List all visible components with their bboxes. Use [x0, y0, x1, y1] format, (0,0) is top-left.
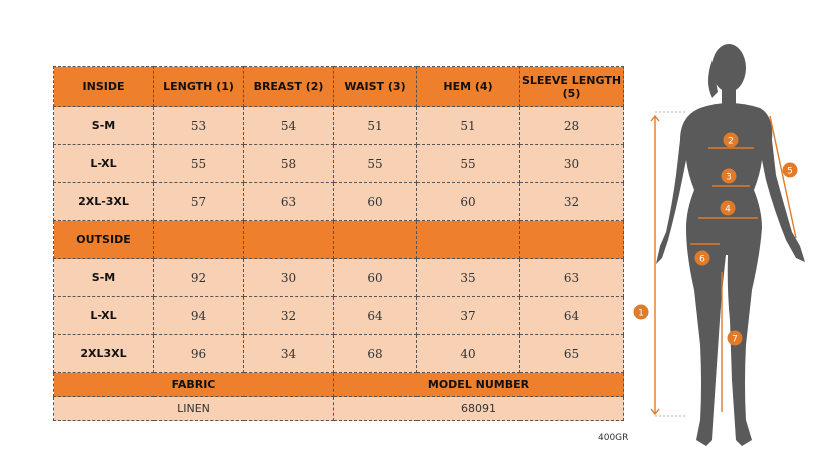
- col-breast: BREAST (2): [243, 66, 334, 107]
- cell-value: 53: [153, 106, 244, 145]
- cell-value: 68: [333, 334, 417, 373]
- size-label: S-M: [53, 106, 154, 145]
- table-row: 2XL3XL 96 34 68 40 65: [53, 334, 624, 373]
- body-measurement-figure: 1 2 3 4 5 6 7: [633, 44, 805, 446]
- size-label: L-XL: [53, 296, 154, 335]
- cell-value: 51: [416, 106, 520, 145]
- cell-value: 37: [416, 296, 520, 335]
- svg-text:4: 4: [725, 205, 731, 215]
- cell-value: 54: [243, 106, 334, 145]
- outside-section-label: OUTSIDE: [53, 220, 154, 259]
- col-sleeve-length: SLEEVE LENGTH (5): [519, 66, 624, 107]
- table-row: S-M 53 54 51 51 28: [53, 106, 624, 145]
- cell-value: 35: [416, 258, 520, 297]
- cell-value: 65: [519, 334, 624, 373]
- cell-value: 40: [416, 334, 520, 373]
- fabric-label: FABRIC: [53, 372, 334, 397]
- cell-value: 60: [333, 258, 417, 297]
- col-length: LENGTH (1): [153, 66, 244, 107]
- cell-value: 57: [153, 182, 244, 221]
- svg-text:2: 2: [728, 137, 734, 147]
- size-chart-table: INSIDE LENGTH (1) BREAST (2) WAIST (3) H…: [53, 66, 624, 421]
- fabric-header-row: FABRIC MODEL NUMBER: [53, 372, 624, 397]
- fabric-value: LINEN: [53, 396, 334, 421]
- weight-note: 400GR: [598, 433, 629, 443]
- svg-text:6: 6: [699, 255, 705, 265]
- cell-value: 28: [519, 106, 624, 145]
- svg-text:3: 3: [726, 173, 732, 183]
- cell-value: 92: [153, 258, 244, 297]
- cell-value: 63: [243, 182, 334, 221]
- cell-value: 30: [243, 258, 334, 297]
- cell-value: 60: [333, 182, 417, 221]
- cell-value: 64: [333, 296, 417, 335]
- cell-value: 55: [153, 144, 244, 183]
- marker-4: 4: [720, 200, 736, 216]
- cell-value: 34: [243, 334, 334, 373]
- size-label: 2XL3XL: [53, 334, 154, 373]
- cell-value: 51: [333, 106, 417, 145]
- female-silhouette: [656, 44, 805, 446]
- svg-text:7: 7: [732, 335, 738, 345]
- table-row: L-XL 94 32 64 37 64: [53, 296, 624, 335]
- cell-value: 94: [153, 296, 244, 335]
- marker-6: 6: [694, 250, 710, 266]
- table-row: L-XL 55 58 55 55 30: [53, 144, 624, 183]
- table-row: 2XL-3XL 57 63 60 60 32: [53, 182, 624, 221]
- cell-value: 96: [153, 334, 244, 373]
- cell-value: 32: [519, 182, 624, 221]
- marker-3: 3: [721, 168, 737, 184]
- outside-header-row: OUTSIDE: [53, 220, 624, 259]
- col-hem: HEM (4): [416, 66, 520, 107]
- svg-text:1: 1: [638, 309, 644, 319]
- inside-section-label: INSIDE: [53, 66, 154, 107]
- inside-header-row: INSIDE LENGTH (1) BREAST (2) WAIST (3) H…: [53, 66, 624, 107]
- marker-1: 1: [633, 304, 649, 320]
- col-waist: WAIST (3): [333, 66, 417, 107]
- marker-2: 2: [723, 132, 739, 148]
- cell-value: 55: [416, 144, 520, 183]
- model-number-label: MODEL NUMBER: [333, 372, 624, 397]
- cell-value: 63: [519, 258, 624, 297]
- cell-value: 55: [333, 144, 417, 183]
- svg-text:5: 5: [787, 167, 793, 177]
- size-label: 2XL-3XL: [53, 182, 154, 221]
- size-label: S-M: [53, 258, 154, 297]
- table-row: S-M 92 30 60 35 63: [53, 258, 624, 297]
- cell-value: 32: [243, 296, 334, 335]
- cell-value: 60: [416, 182, 520, 221]
- cell-value: 58: [243, 144, 334, 183]
- cell-value: 30: [519, 144, 624, 183]
- cell-value: 64: [519, 296, 624, 335]
- marker-5: 5: [782, 162, 798, 178]
- measurement-lines: [650, 114, 797, 416]
- marker-7: 7: [727, 330, 743, 346]
- model-number-value: 68091: [333, 396, 624, 421]
- fabric-value-row: LINEN 68091: [53, 396, 624, 421]
- size-label: L-XL: [53, 144, 154, 183]
